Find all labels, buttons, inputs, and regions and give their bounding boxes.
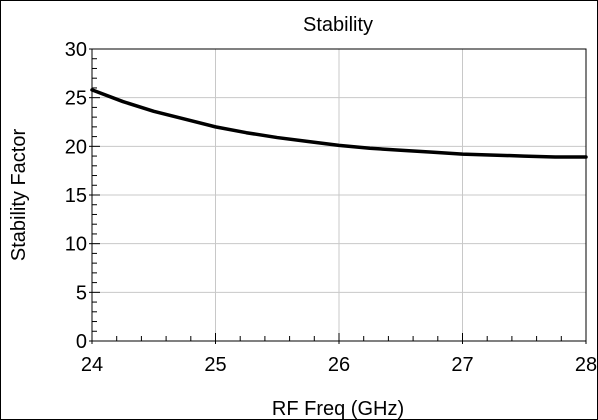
x-axis-label: RF Freq (GHz): [272, 398, 404, 420]
chart-title: Stability: [303, 14, 373, 36]
y-tick-labels: 0 5 10 15 20 25 30: [65, 39, 87, 353]
x-tick-label: 26: [328, 354, 350, 376]
y-tick-label: 30: [65, 39, 87, 61]
y-tick-label: 20: [65, 136, 87, 158]
x-tick-label: 24: [81, 354, 103, 376]
series-group: [90, 88, 588, 159]
major-ticks: [89, 48, 587, 344]
y-tick-label: 25: [65, 88, 87, 110]
x-tick-label: 25: [204, 354, 226, 376]
plot-area: [91, 48, 587, 342]
x-tick-label: 27: [451, 354, 473, 376]
y-tick-label: 0: [76, 331, 87, 353]
x-tick-label: 28: [575, 354, 597, 376]
y-axis-label: Stability Factor: [8, 129, 30, 262]
minor-ticks: [92, 58, 562, 341]
series-line: [90, 88, 588, 159]
y-tick-label: 10: [65, 234, 87, 256]
x-tick-labels: 24 25 26 27 28: [81, 354, 597, 376]
grid-lines: [91, 48, 587, 342]
y-tick-label: 15: [65, 185, 87, 207]
y-tick-label: 5: [76, 282, 87, 304]
